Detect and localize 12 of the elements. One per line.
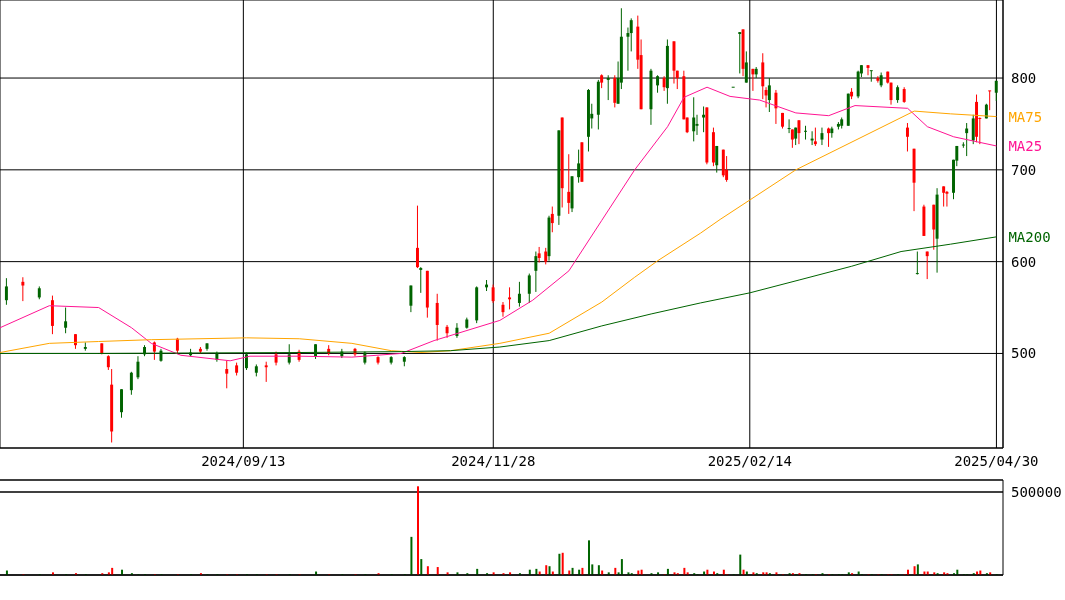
series-label: MA75 bbox=[1008, 108, 1043, 125]
y-tick-label: 800 bbox=[1011, 70, 1037, 86]
x-tick-label: 2024/11/28 bbox=[451, 452, 536, 469]
x-tick-label: 2024/09/13 bbox=[201, 452, 286, 469]
series-label: MA25 bbox=[1008, 137, 1043, 154]
x-tick-label: 2025/04/30 bbox=[954, 452, 1039, 469]
y-tick-label: 700 bbox=[1011, 161, 1037, 178]
y-tick-label: 600 bbox=[1011, 253, 1037, 270]
x-tick-label: 2025/02/14 bbox=[707, 452, 792, 469]
y-tick-label: 500 bbox=[1011, 345, 1037, 362]
y-tick-label: 500000 bbox=[1011, 484, 1062, 501]
series-label: MA200 bbox=[1008, 228, 1051, 245]
